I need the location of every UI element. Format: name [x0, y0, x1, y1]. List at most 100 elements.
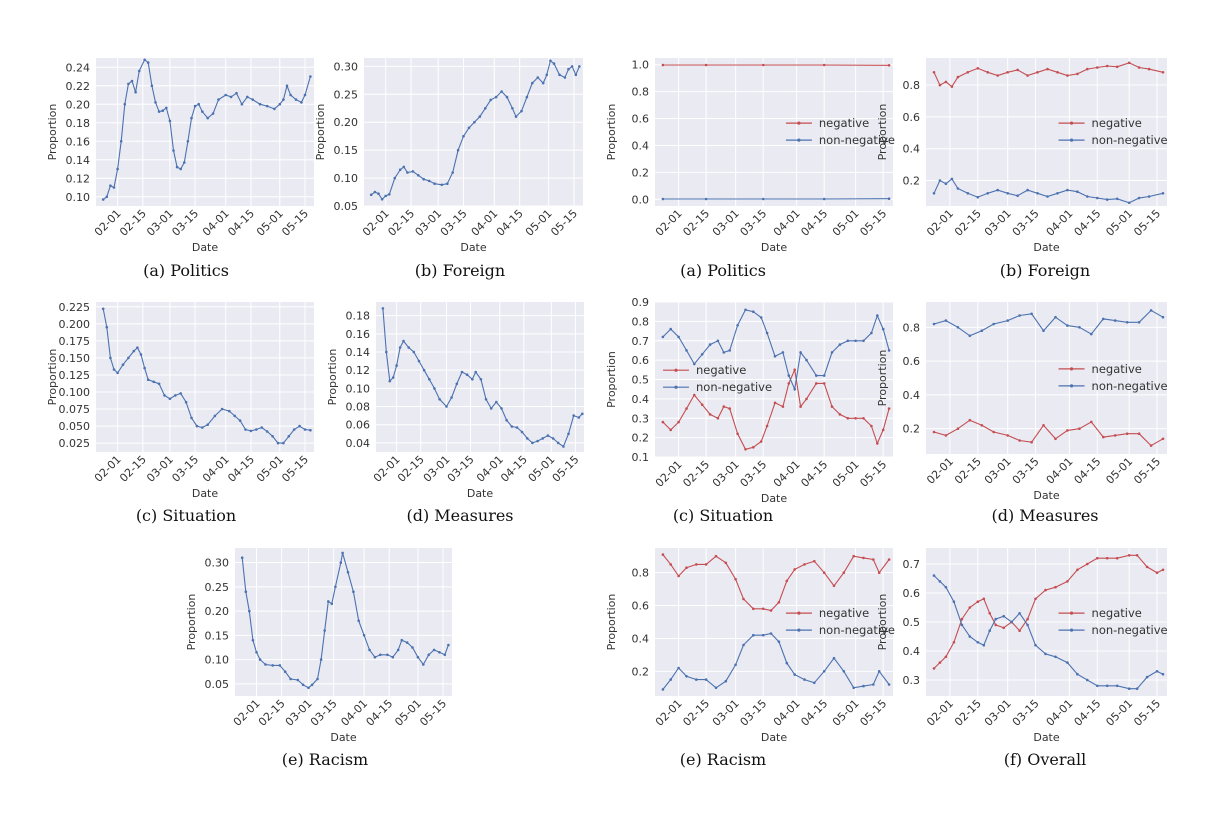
data-point [803, 678, 806, 681]
data-point [785, 579, 789, 583]
data-point [1145, 675, 1149, 679]
legend-label: negative [1092, 606, 1142, 620]
data-point [213, 414, 217, 418]
y-tick-label: 0.2 [903, 423, 921, 436]
data-point [1018, 439, 1021, 442]
legend-marker [1069, 121, 1074, 125]
data-point [693, 393, 696, 397]
data-point [1006, 319, 1009, 322]
data-point [402, 165, 406, 169]
legend-marker [797, 628, 801, 632]
data-point [157, 382, 161, 386]
panel-caption: (c) Situation [673, 506, 773, 525]
x-tick-label: 03-01 [144, 207, 176, 239]
panel-caption: (c) Situation [136, 506, 236, 525]
data-point [960, 623, 964, 627]
data-point [787, 374, 791, 377]
chart-panel: 0.10.20.30.40.50.60.70.80.902-0102-1503-… [605, 296, 893, 525]
y-tick-label: 0.2 [632, 432, 650, 445]
data-point [278, 102, 282, 106]
x-tick-label: 05-01 [1103, 455, 1135, 487]
chart-panel: 0.04 0.06 0.08 0.10 0.12 0.14 0.16 0.18 02-0102-… [326, 302, 584, 525]
y-tick-label: 0.6 [903, 355, 921, 368]
data-point [112, 186, 116, 189]
y-tick-label: 0.150 [59, 352, 91, 365]
data-point [143, 366, 146, 370]
y-tick-label: 0.5 [632, 374, 650, 387]
data-point [1086, 67, 1089, 71]
data-point [781, 351, 785, 354]
data-point [282, 98, 285, 101]
y-tick-label: 0.5 [903, 616, 921, 629]
data-point [881, 327, 885, 331]
data-point [1054, 585, 1057, 589]
x-tick-label: 05-15 [857, 207, 889, 239]
data-point [440, 183, 444, 187]
data-point [980, 424, 984, 427]
data-point [130, 79, 134, 83]
data-point [127, 82, 130, 86]
data-point [235, 91, 238, 95]
data-point [785, 661, 789, 665]
y-tick-label: 0.10 [205, 654, 230, 667]
data-point [244, 428, 247, 431]
data-point [525, 95, 529, 99]
data-point [714, 686, 718, 690]
legend-marker [1069, 138, 1074, 142]
data-point [1026, 617, 1029, 621]
y-axis-label: Proportion [605, 594, 618, 651]
data-point [1066, 580, 1069, 583]
y-axis-label: Proportion [314, 104, 327, 161]
data-point [577, 416, 581, 419]
data-point [1161, 71, 1165, 74]
data-point [1086, 678, 1089, 682]
data-point [451, 171, 455, 174]
data-point [1147, 67, 1151, 71]
data-point [289, 677, 292, 681]
data-point [127, 356, 130, 360]
data-point [395, 364, 398, 367]
x-tick-label: 04-01 [771, 697, 803, 729]
data-point [510, 425, 514, 428]
data-point [769, 632, 773, 635]
data-point [303, 93, 307, 97]
data-point [803, 563, 806, 566]
data-point [1115, 556, 1119, 560]
data-point [388, 379, 392, 383]
data-point [661, 335, 665, 339]
y-tick-label: 0.18 [66, 117, 91, 130]
data-point [852, 554, 855, 558]
data-point [484, 107, 487, 110]
data-point [373, 190, 377, 194]
data-point [938, 83, 942, 87]
data-point [273, 107, 276, 111]
y-tick-label: 0.25 [205, 581, 230, 594]
x-tick-label: 03-15 [1010, 207, 1042, 239]
data-point [154, 101, 157, 104]
chart-panel: 0.10 0.12 0.14 0.16 0.18 0.20 0.22 0.24 02-0102-… [46, 58, 314, 280]
data-point [952, 641, 956, 644]
data-point [932, 574, 936, 577]
data-point [887, 349, 891, 352]
data-point [467, 126, 471, 130]
data-point [852, 686, 855, 690]
data-point [793, 387, 796, 391]
x-tick-label: 02-15 [952, 207, 984, 239]
data-point [183, 161, 186, 164]
data-point [478, 115, 482, 118]
data-point [388, 193, 391, 196]
data-point [956, 427, 960, 431]
data-point [1042, 424, 1045, 427]
data-point [976, 67, 980, 70]
x-tick-label: 02-01 [371, 453, 403, 485]
data-point [240, 556, 244, 559]
data-point [238, 419, 242, 422]
data-point [830, 351, 834, 354]
data-point [254, 428, 258, 431]
y-tick-label: 0.18 [346, 310, 371, 323]
data-point [982, 643, 986, 647]
data-point [422, 368, 426, 372]
x-tick-label: 02-01 [360, 207, 392, 239]
